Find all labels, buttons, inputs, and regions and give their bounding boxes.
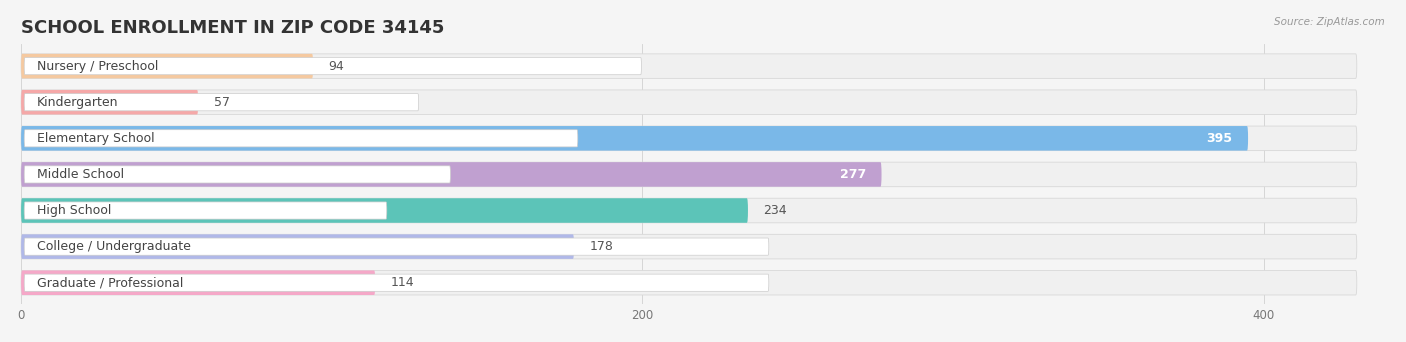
FancyBboxPatch shape [24,166,450,183]
FancyBboxPatch shape [21,234,574,259]
FancyBboxPatch shape [21,162,882,187]
Text: 178: 178 [589,240,613,253]
Text: Source: ZipAtlas.com: Source: ZipAtlas.com [1274,17,1385,27]
FancyBboxPatch shape [21,126,1249,150]
Text: College / Undergraduate: College / Undergraduate [37,240,190,253]
FancyBboxPatch shape [21,54,1357,78]
FancyBboxPatch shape [21,162,1357,187]
FancyBboxPatch shape [21,271,375,295]
FancyBboxPatch shape [24,202,387,219]
FancyBboxPatch shape [21,90,1357,115]
Text: Elementary School: Elementary School [37,132,155,145]
FancyBboxPatch shape [21,198,1357,223]
Text: 57: 57 [214,96,229,109]
Text: 234: 234 [763,204,787,217]
Text: 114: 114 [391,276,415,289]
Text: 395: 395 [1206,132,1233,145]
Text: 277: 277 [839,168,866,181]
FancyBboxPatch shape [21,90,198,115]
FancyBboxPatch shape [24,274,769,291]
FancyBboxPatch shape [21,54,314,78]
FancyBboxPatch shape [24,94,419,111]
FancyBboxPatch shape [21,126,1357,150]
Text: 94: 94 [329,60,344,73]
FancyBboxPatch shape [24,130,578,147]
FancyBboxPatch shape [21,271,1357,295]
FancyBboxPatch shape [21,234,1357,259]
FancyBboxPatch shape [21,198,748,223]
FancyBboxPatch shape [24,57,641,75]
Text: Middle School: Middle School [37,168,124,181]
Text: SCHOOL ENROLLMENT IN ZIP CODE 34145: SCHOOL ENROLLMENT IN ZIP CODE 34145 [21,19,444,37]
Text: Kindergarten: Kindergarten [37,96,118,109]
FancyBboxPatch shape [24,238,769,255]
Text: High School: High School [37,204,111,217]
Text: Graduate / Professional: Graduate / Professional [37,276,183,289]
Text: Nursery / Preschool: Nursery / Preschool [37,60,157,73]
